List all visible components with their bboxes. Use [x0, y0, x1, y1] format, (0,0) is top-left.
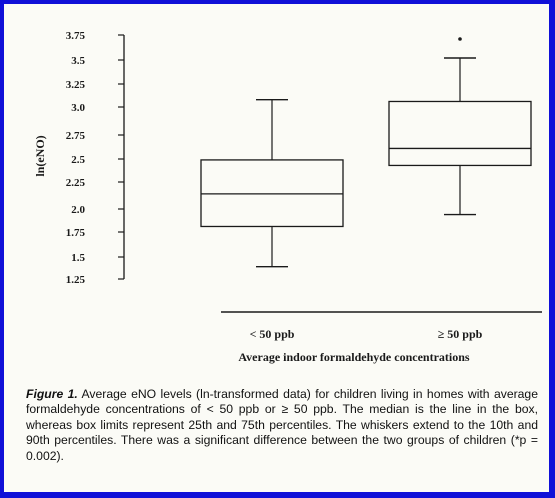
y-tick-label: 2.25: [66, 177, 86, 189]
box-group: [388, 37, 532, 216]
y-tick-label: 2.5: [71, 154, 85, 166]
y-axis: 3.75 3.5 3.25 3.0 2.75 2.5 2.25 2.0 1.75 1.5 1.25: [66, 30, 125, 286]
x-axis-title: Average indoor formaldehyde concentratio…: [238, 350, 470, 364]
box-group: [200, 98, 344, 268]
y-tick-label: 2.0: [71, 204, 85, 216]
y-tick-label: 2.75: [66, 130, 86, 142]
outlier-point: [458, 37, 462, 41]
box-series: [200, 37, 532, 268]
y-tick-label: 1.5: [71, 252, 85, 264]
figure-caption: Figure 1. Average eNO levels (ln-transfo…: [26, 387, 538, 464]
box-iqr: [200, 159, 344, 228]
y-tick-label: 3.0: [71, 102, 85, 114]
caption-text: Average eNO levels (ln-transformed data)…: [26, 387, 538, 463]
figure-frame: 3.75 3.5 3.25 3.0 2.75 2.5 2.25 2.0 1.75 1.5 1.25 …: [4, 4, 549, 492]
y-tick-label: 1.25: [66, 274, 86, 286]
x-category-label: ≥ 50 ppb: [438, 327, 483, 341]
y-tick-label: 3.75: [66, 30, 86, 42]
box-iqr: [388, 100, 532, 167]
box-plot: 3.753.53.253.02.752.52.252.01.751.51.25 …: [33, 30, 542, 364]
y-tick-label: 1.75: [66, 227, 86, 239]
y-axis-title: ln(eNO): [33, 135, 47, 176]
caption-label: Figure 1.: [26, 387, 78, 401]
x-category-label: < 50 ppb: [250, 327, 295, 341]
y-tick-label: 3.25: [66, 79, 86, 91]
x-axis-labels: < 50 ppb ≥ 50 ppb: [250, 327, 483, 341]
y-tick-label: 3.5: [71, 55, 85, 67]
